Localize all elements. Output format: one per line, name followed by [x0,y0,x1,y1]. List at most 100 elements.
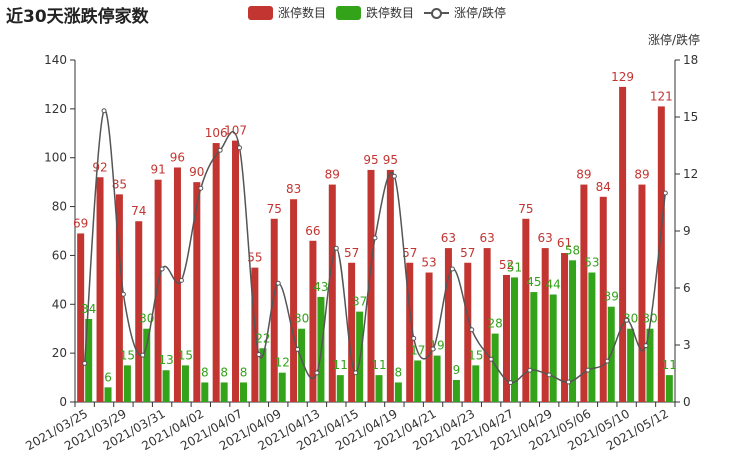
bar-limit-down [452,380,460,402]
bar-limit-down [143,328,151,402]
bar-limit-down [530,292,538,402]
bar-label-limit-down: 30 [294,312,309,326]
bar-label-limit-down: 11 [333,358,348,372]
ratio-point [372,235,378,241]
ratio-point [314,370,320,376]
bar-label-limit-up: 89 [325,168,340,182]
bar-limit-down [259,348,267,402]
y-left-tick-label: 140 [44,53,67,67]
legend-line-icon [424,6,449,20]
legend-item-ratio[interactable]: 涨停/跌停 [424,4,506,21]
ratio-point [198,185,204,191]
ratio-point [469,327,475,333]
bar-limit-up [212,143,220,403]
legend-item-limit-down[interactable]: 跌停数目 [336,4,414,21]
ratio-point [507,380,513,386]
bar-label-limit-up: 57 [402,246,417,260]
chart-title: 近30天涨跌停家数 [6,7,149,27]
y-left-tick-label: 0 [59,395,67,409]
bar-limit-down [491,333,499,402]
bar-limit-up [483,248,491,402]
bar-limit-down [220,382,228,402]
bar-label-limit-up: 52 [499,258,514,272]
ratio-point [624,317,630,323]
bar-label-limit-down: 11 [662,358,677,372]
bar-label-limit-down: 44 [546,278,561,292]
y-right-tick-label: 0 [683,395,691,409]
bar-label-limit-down: 39 [604,290,619,304]
bar-label-limit-down: 13 [158,353,173,367]
bar-limit-down [510,277,518,402]
ratio-point [430,346,436,352]
bar-limit-down [162,370,170,402]
ratio-point [411,335,417,341]
bar-limit-down [181,365,189,402]
bar-limit-up [96,177,104,402]
bar-label-limit-up: 89 [576,168,591,182]
bar-label-limit-down: 11 [371,358,386,372]
bar-label-limit-up: 63 [479,231,494,245]
legend-label-ratio: 涨停/跌停 [454,6,507,20]
bar-limit-down [549,294,557,402]
y-left-tick-label: 60 [52,248,67,262]
ratio-point [488,356,494,362]
ratio-point [391,173,397,179]
bar-label-limit-down: 8 [240,365,248,379]
bar-limit-up [464,262,472,402]
ratio-point [217,147,223,153]
bar-label-limit-up: 95 [363,153,378,167]
ratio-point [178,277,184,283]
y-right-tick-label: 9 [683,224,691,238]
ratio-point [643,343,649,349]
bar-limit-up [115,194,123,402]
bar-label-limit-up: 63 [441,231,456,245]
y-right-tick-label: 3 [683,338,691,352]
bar-limit-down [278,372,286,402]
bar-limit-up [386,169,394,402]
ratio-point [353,370,359,376]
bar-limit-up [619,86,627,402]
ratio-point [295,346,301,352]
bar-limit-up [232,140,240,402]
bar-limit-down [627,328,635,402]
ratio-point [256,352,262,357]
legend-item-limit-up[interactable]: 涨停数目 [248,4,326,21]
y-left-tick-label: 40 [52,297,67,311]
bar-limit-up [77,233,85,402]
bar-limit-up [154,179,162,402]
bar-limit-up [135,221,143,402]
bar-label-limit-up: 74 [131,204,146,218]
bar-label-limit-up: 53 [421,256,436,270]
bar-limit-down [201,382,209,402]
bar-limit-down [414,360,422,402]
bar-limit-down [665,375,673,402]
ratio-point [140,352,146,358]
legend-label-limit-down: 跌停数目 [366,6,415,20]
bar-label-limit-down: 30 [642,312,657,326]
bar-label-limit-down: 51 [507,260,522,274]
bar-label-limit-down: 15 [468,348,483,362]
bar-label-limit-down: 15 [120,348,135,362]
bar-limit-up [290,199,298,402]
ratio-point [237,145,243,151]
bar-label-limit-up: 63 [538,231,553,245]
bar-label-limit-up: 95 [383,153,398,167]
bar-limit-down [588,272,596,402]
bar-limit-up [502,274,510,402]
bar-limit-down [433,355,441,402]
bar-limit-down [85,318,93,402]
bar-limit-up [599,196,607,402]
y-left-tick-label: 120 [44,102,67,116]
ratio-point [604,358,610,364]
bar-label-limit-up: 69 [73,216,88,230]
bar-label-limit-down: 9 [453,363,461,377]
ratio-point [120,291,126,297]
bar-limit-down [375,375,383,402]
bar-label-limit-down: 58 [565,243,580,257]
y-right-tick-label: 6 [683,281,691,295]
bar-label-limit-down: 43 [313,280,328,294]
y-right-tick-label: 18 [683,53,698,67]
bar-label-limit-down: 28 [487,317,502,331]
right-axis-name: 涨停/跌停 [648,33,701,47]
